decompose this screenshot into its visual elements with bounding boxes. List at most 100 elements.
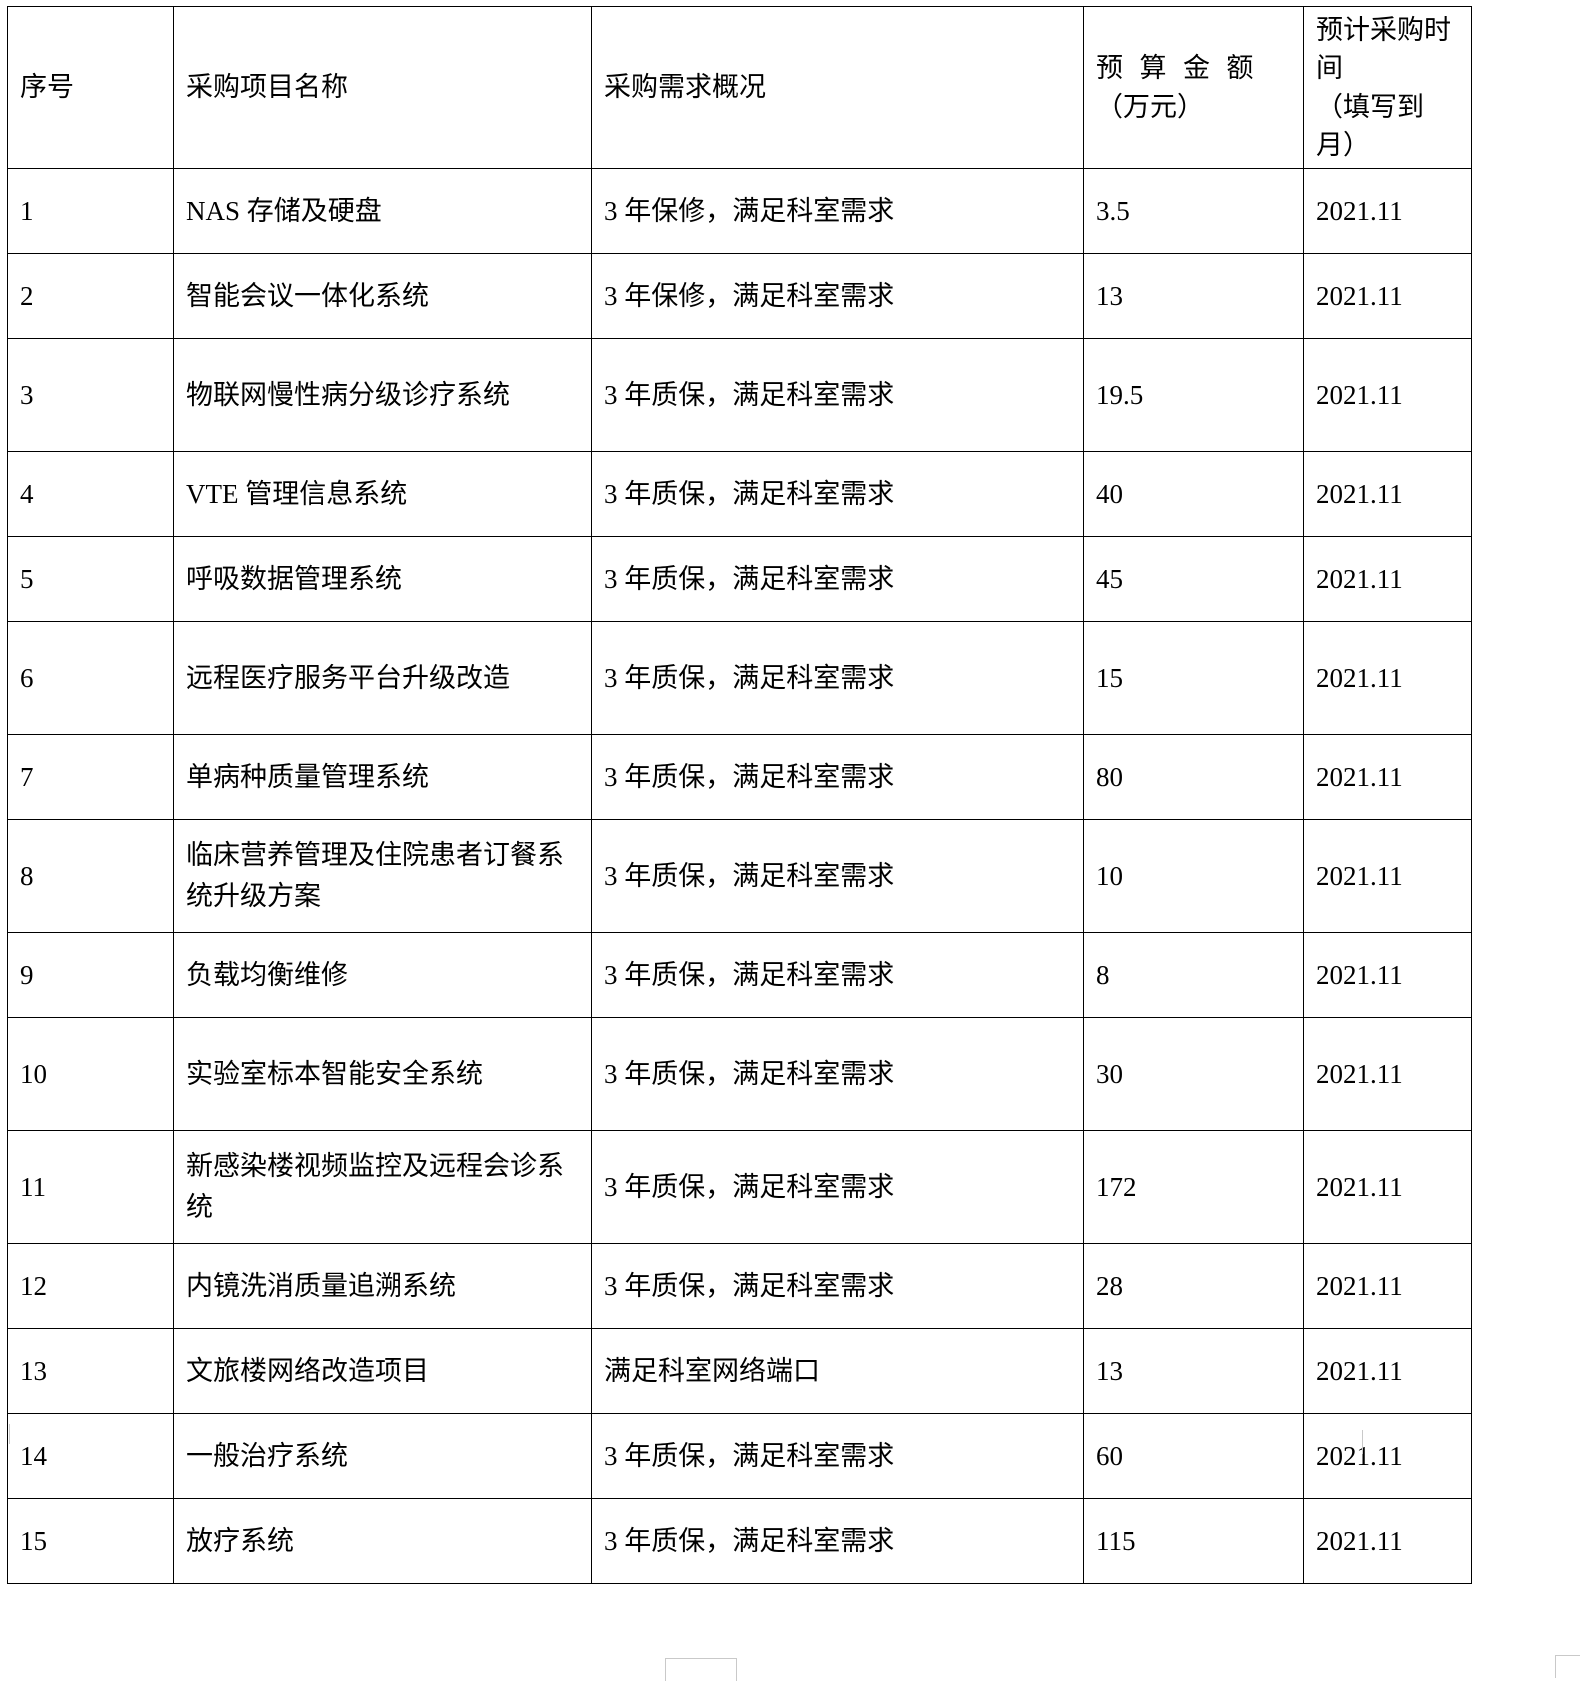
cell-index: 11 [7, 1130, 174, 1245]
cell-budget: 30 [1083, 1017, 1304, 1132]
cell-budget: 10 [1083, 819, 1304, 934]
table-body: 1 NAS 存储及硬盘 3 年保修，满足科室需求 3.5 2021.11 2 智能会议一体化… [7, 168, 1472, 1585]
table-row: 10 实验室标本智能安全系统 3 年质保，满足科室需求 30 2021.11 [7, 1017, 1472, 1132]
cell-time: 2021.11 [1303, 338, 1472, 453]
cell-index: 3 [7, 338, 174, 453]
cell-budget: 3.5 [1083, 168, 1304, 255]
column-header-project-name: 采购项目名称 [173, 5, 592, 170]
column-header-budget: 预 算 金 额 （万元） [1083, 5, 1304, 170]
column-header-time-line1: 预计采购时间 [1316, 15, 1451, 84]
table-row: 4 VTE 管理信息系统 3 年质保，满足科室需求 40 2021.11 [7, 451, 1472, 538]
cell-budget: 13 [1083, 1328, 1304, 1415]
column-header-budget-line1: 预 算 金 额 [1096, 53, 1259, 84]
cell-index: 2 [7, 253, 174, 340]
column-header-project-name-label: 采购项目名称 [186, 72, 348, 103]
cell-requirement: 3 年质保，满足科室需求 [591, 621, 1084, 736]
cell-index: 7 [7, 734, 174, 821]
table-row: 6 远程医疗服务平台升级改造 3 年质保，满足科室需求 15 2021.11 [7, 621, 1472, 736]
cell-requirement: 3 年质保，满足科室需求 [591, 338, 1084, 453]
cell-index: 13 [7, 1328, 174, 1415]
cell-project-name: 内镜洗消质量追溯系统 [173, 1243, 592, 1330]
cell-index: 4 [7, 451, 174, 538]
cell-time: 2021.11 [1303, 819, 1472, 934]
cell-time: 2021.11 [1303, 932, 1472, 1019]
table-row: 13 文旅楼网络改造项目 满足科室网络端口 13 2021.11 [7, 1328, 1472, 1415]
cell-budget: 40 [1083, 451, 1304, 538]
cell-project-name: 远程医疗服务平台升级改造 [173, 621, 592, 736]
cell-time: 2021.11 [1303, 1413, 1472, 1500]
cell-requirement: 3 年质保，满足科室需求 [591, 1017, 1084, 1132]
cell-project-name: 新感染楼视频监控及远程会诊系统 [173, 1130, 592, 1245]
cell-time: 2021.11 [1303, 621, 1472, 736]
cell-project-name: 智能会议一体化系统 [173, 253, 592, 340]
cell-requirement: 3 年质保，满足科室需求 [591, 1130, 1084, 1245]
cell-project-name: 单病种质量管理系统 [173, 734, 592, 821]
cell-budget: 8 [1083, 932, 1304, 1019]
cell-project-name: NAS 存储及硬盘 [173, 168, 592, 255]
cell-project-name: 临床营养管理及住院患者订餐系统升级方案 [173, 819, 592, 934]
cell-project-name: 实验室标本智能安全系统 [173, 1017, 592, 1132]
cell-index: 8 [7, 819, 174, 934]
cell-project-name: 文旅楼网络改造项目 [173, 1328, 592, 1415]
cell-project-name: 呼吸数据管理系统 [173, 536, 592, 623]
table-row: 3 物联网慢性病分级诊疗系统 3 年质保，满足科室需求 19.5 2021.11 [7, 338, 1472, 453]
cell-time: 2021.11 [1303, 536, 1472, 623]
cell-project-name: VTE 管理信息系统 [173, 451, 592, 538]
cell-time: 2021.11 [1303, 168, 1472, 255]
cell-index: 10 [7, 1017, 174, 1132]
cell-budget: 15 [1083, 621, 1304, 736]
cell-time: 2021.11 [1303, 1130, 1472, 1245]
procurement-plan-table: 序号 采购项目名称 采购需求概况 预 算 金 额 （万元） 预计采购时间 （填写… [7, 5, 1472, 1585]
cell-index: 15 [7, 1498, 174, 1585]
cell-time: 2021.11 [1303, 1328, 1472, 1415]
cell-time: 2021.11 [1303, 734, 1472, 821]
cell-time: 2021.11 [1303, 451, 1472, 538]
cell-budget: 13 [1083, 253, 1304, 340]
cell-index: 6 [7, 621, 174, 736]
table-header: 序号 采购项目名称 采购需求概况 预 算 金 额 （万元） 预计采购时间 （填写… [7, 5, 1472, 170]
cell-index: 5 [7, 536, 174, 623]
cell-requirement: 3 年质保，满足科室需求 [591, 819, 1084, 934]
cell-index: 9 [7, 932, 174, 1019]
table-row: 14 一般治疗系统 3 年质保，满足科室需求 60 2021.11 [7, 1413, 1472, 1500]
cell-project-name: 负载均衡维修 [173, 932, 592, 1019]
cell-requirement: 3 年质保，满足科室需求 [591, 1413, 1084, 1500]
cell-project-name: 放疗系统 [173, 1498, 592, 1585]
table-row: 1 NAS 存储及硬盘 3 年保修，满足科室需求 3.5 2021.11 [7, 168, 1472, 255]
cell-budget: 28 [1083, 1243, 1304, 1330]
cell-budget: 45 [1083, 536, 1304, 623]
cell-budget: 80 [1083, 734, 1304, 821]
cell-index: 1 [7, 168, 174, 255]
column-header-time-line2: （填写到月） [1316, 91, 1424, 160]
column-header-time: 预计采购时间 （填写到月） [1303, 5, 1472, 170]
table-row: 12 内镜洗消质量追溯系统 3 年质保，满足科室需求 28 2021.11 [7, 1243, 1472, 1330]
column-header-requirement-label: 采购需求概况 [604, 72, 766, 103]
table-row: 5 呼吸数据管理系统 3 年质保，满足科室需求 45 2021.11 [7, 536, 1472, 623]
table-row: 9 负载均衡维修 3 年质保，满足科室需求 8 2021.11 [7, 932, 1472, 1019]
cell-requirement: 3 年质保，满足科室需求 [591, 1243, 1084, 1330]
cell-index: 12 [7, 1243, 174, 1330]
cell-requirement: 3 年质保，满足科室需求 [591, 932, 1084, 1019]
cell-budget: 60 [1083, 1413, 1304, 1500]
cell-budget: 19.5 [1083, 338, 1304, 453]
cell-project-name: 一般治疗系统 [173, 1413, 592, 1500]
table-row: 11 新感染楼视频监控及远程会诊系统 3 年质保，满足科室需求 172 2021.11 [7, 1130, 1472, 1245]
header-row: 序号 采购项目名称 采购需求概况 预 算 金 额 （万元） 预计采购时间 （填写… [7, 5, 1472, 170]
cell-budget: 172 [1083, 1130, 1304, 1245]
page-footer-mark [665, 1658, 737, 1681]
cell-requirement: 满足科室网络端口 [591, 1328, 1084, 1415]
column-header-index-label: 序号 [20, 72, 74, 103]
column-header-budget-line2: （万元） [1096, 91, 1204, 122]
table-row: 15 放疗系统 3 年质保，满足科室需求 115 2021.11 [7, 1498, 1472, 1585]
cell-requirement: 3 年质保，满足科室需求 [591, 1498, 1084, 1585]
cell-requirement: 3 年保修，满足科室需求 [591, 253, 1084, 340]
column-header-requirement: 采购需求概况 [591, 5, 1084, 170]
cell-budget: 115 [1083, 1498, 1304, 1585]
cell-project-name: 物联网慢性病分级诊疗系统 [173, 338, 592, 453]
cell-requirement: 3 年质保，满足科室需求 [591, 451, 1084, 538]
cell-index: 14 [7, 1413, 174, 1500]
cell-requirement: 3 年质保，满足科室需求 [591, 734, 1084, 821]
table-row: 2 智能会议一体化系统 3 年保修，满足科室需求 13 2021.11 [7, 253, 1472, 340]
cell-time: 2021.11 [1303, 253, 1472, 340]
